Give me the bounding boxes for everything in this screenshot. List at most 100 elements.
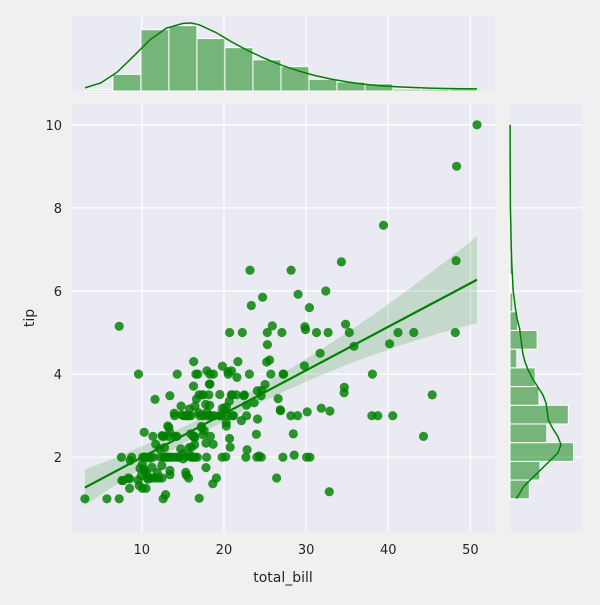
y-marginal-histogram-bar	[509, 423, 548, 444]
y-marginal-histogram-bar	[509, 404, 569, 425]
scatter-point	[225, 327, 235, 338]
scatter-point	[204, 390, 214, 400]
scatter-point	[161, 490, 171, 500]
scatter-point	[208, 439, 218, 449]
scatter-point	[170, 411, 180, 421]
y-axis-label: tip	[22, 309, 38, 327]
scatter-point	[114, 321, 124, 331]
scatter-point	[205, 400, 215, 410]
y-marginal-histogram-bar	[509, 460, 541, 481]
scatter-point	[205, 379, 215, 389]
scatter-point	[418, 431, 429, 441]
scatter-point	[215, 389, 225, 400]
y-tick-label: 6	[54, 285, 62, 300]
scatter-point	[393, 327, 403, 338]
scatter-point	[286, 411, 296, 421]
top-marginal-kde-line	[84, 22, 478, 90]
main-plot-panel: 10 20 30 40 50 2 4 6 8 10 total_bill tip	[22, 104, 495, 586]
scatter-point	[451, 256, 461, 266]
scatter-point	[211, 473, 221, 483]
scatter-point	[288, 429, 298, 439]
scatter-point	[275, 406, 286, 416]
x-axis-label: total_bill	[253, 570, 313, 586]
scatter-point	[385, 339, 395, 349]
scatter-point	[300, 325, 311, 335]
scatter-point	[201, 463, 211, 473]
scatter-point	[192, 452, 202, 462]
scatter-point	[273, 394, 283, 404]
scatter-point	[409, 327, 419, 338]
scatter-point	[186, 411, 196, 421]
x-marginal-histogram-bar	[308, 78, 338, 92]
x-marginal-histogram-bar	[224, 47, 254, 92]
scatter-point	[202, 452, 212, 462]
scatter-point	[201, 438, 211, 448]
scatter-point	[316, 403, 326, 413]
scatter-point	[102, 494, 112, 504]
scatter-point	[244, 369, 254, 379]
scatter-point	[325, 406, 335, 416]
x-marginal-histogram-bar	[392, 88, 422, 92]
scatter-point	[228, 411, 239, 421]
scatter-point	[378, 220, 389, 230]
scatter-point	[172, 369, 182, 379]
regression-confidence-band	[84, 236, 478, 506]
y-marginal-histogram-bar	[509, 292, 514, 313]
right-marginal-panel	[509, 104, 582, 532]
y-tick-label: 10	[45, 119, 62, 134]
scatter-point	[260, 379, 270, 390]
scatter-point	[344, 327, 354, 338]
scatter-point	[277, 327, 287, 338]
scatter-point	[208, 369, 218, 379]
scatter-point	[233, 357, 243, 367]
y-tick-label: 4	[54, 368, 62, 383]
scatter-point	[184, 473, 194, 483]
scatter-point	[321, 286, 331, 296]
x-tick-label: 10	[134, 543, 151, 558]
scatter-point	[133, 369, 144, 379]
scatter-point	[188, 381, 199, 391]
y-marginal-histogram-bar	[509, 273, 512, 294]
y-marginal-histogram-bar	[509, 386, 540, 406]
scatter-point	[388, 411, 398, 421]
scatter-point	[373, 411, 383, 421]
scatter-point	[225, 433, 235, 444]
scatter-point	[289, 450, 299, 460]
scatter-point	[311, 327, 322, 338]
scatter-point	[262, 340, 272, 350]
scatter-point	[189, 357, 199, 367]
scatter-point	[258, 292, 268, 302]
scatter-point	[193, 369, 203, 379]
scatter-point	[165, 465, 175, 476]
x-tick-label: 40	[380, 543, 397, 558]
scatter-point	[232, 372, 242, 382]
scatter-point	[114, 494, 124, 504]
scatter-point	[279, 369, 289, 379]
scatter-point	[116, 452, 126, 462]
scatter-point	[323, 327, 333, 338]
scatter-point	[266, 369, 276, 379]
x-marginal-histogram-bar	[420, 88, 450, 92]
scatter-point	[286, 265, 296, 275]
x-marginal-histogram-bar	[168, 25, 198, 92]
scatter-point	[336, 257, 346, 267]
scatter-point	[231, 390, 241, 400]
scatter-point	[249, 398, 259, 408]
scatter-point	[226, 366, 237, 376]
scatter-point	[267, 321, 277, 331]
scatter-point	[221, 421, 231, 431]
scatter-point	[293, 411, 303, 421]
scatter-point	[125, 483, 135, 493]
scatter-point	[176, 401, 186, 411]
scatter-point	[242, 411, 252, 421]
scatter-point	[324, 487, 334, 497]
x-marginal-histogram-bar	[364, 83, 394, 92]
scatter-point	[252, 414, 263, 424]
scatter-point	[272, 473, 282, 483]
scatter-point	[242, 445, 252, 455]
scatter-point	[246, 300, 256, 311]
scatter-point	[452, 161, 462, 171]
x-tick-label: 50	[462, 543, 479, 558]
